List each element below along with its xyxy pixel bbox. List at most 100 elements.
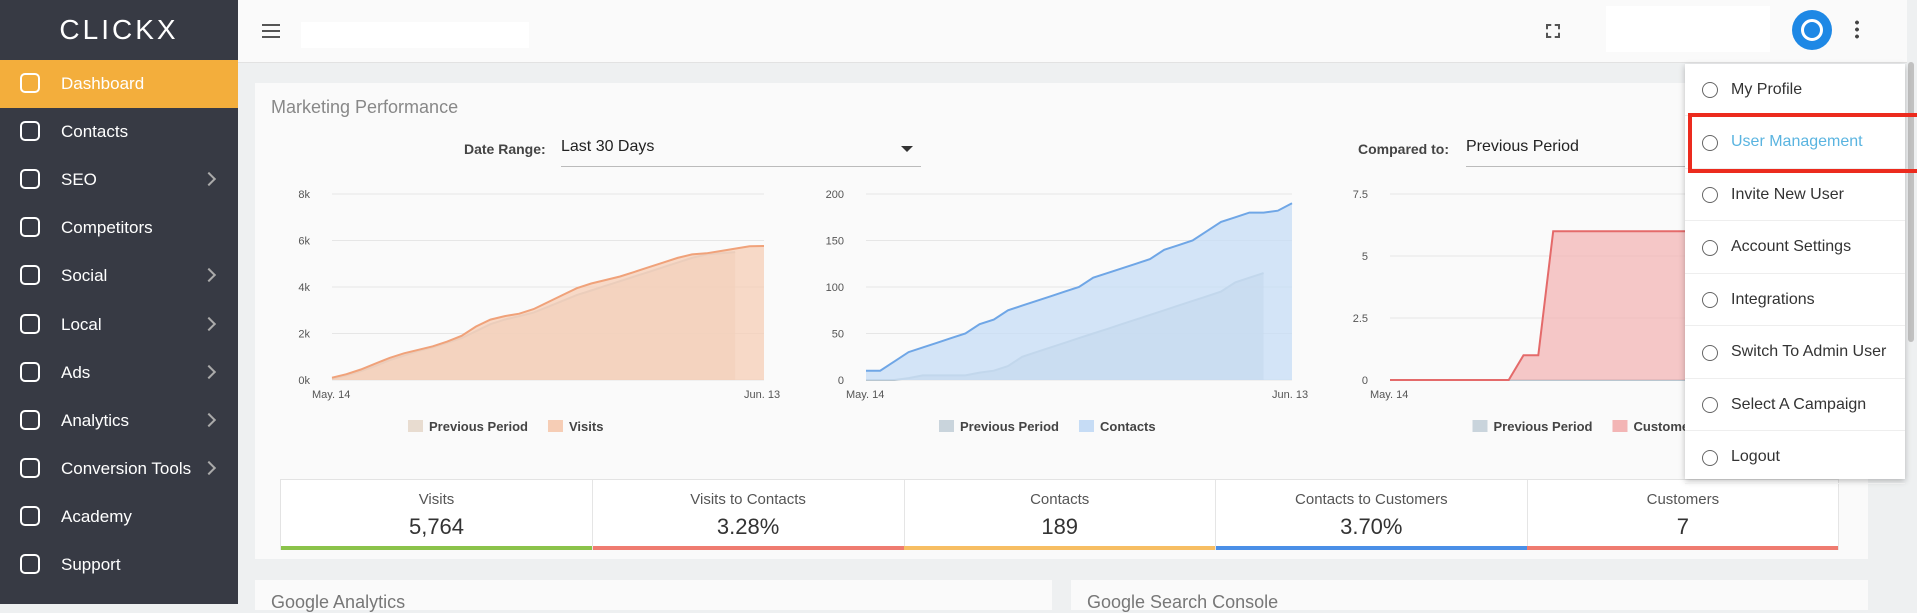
menu-item[interactable]: Logout (1685, 432, 1905, 484)
y-tick-label: 6k (298, 236, 310, 248)
legend-label: Previous Period (960, 419, 1059, 434)
nav-icon (20, 505, 40, 526)
nav-label: SEO (61, 170, 97, 190)
nav-item[interactable]: Dashboard (0, 60, 238, 108)
legend-label: Previous Period (1494, 419, 1593, 434)
nav-icon (20, 121, 40, 142)
sidebar: CLICKX Dashboard Contacts SEO Competitors So… (0, 0, 238, 604)
nav-label: Contacts (61, 122, 129, 142)
nav-label: Academy (61, 506, 132, 526)
legend-label: Customers (1633, 419, 1701, 434)
menu-item[interactable]: Integrations (1685, 274, 1905, 326)
user-dropdown: My Profile User Management Invite New User… (1685, 64, 1905, 484)
nav-item[interactable]: Academy (0, 493, 238, 541)
menu-label: Select A Campaign (1731, 395, 1867, 413)
stat-label: Customers (1646, 491, 1720, 508)
nav-item[interactable]: Social (0, 252, 238, 300)
power-avatar[interactable] (1792, 10, 1832, 50)
logo: CLICKX (59, 14, 179, 45)
stat-bar (281, 546, 592, 550)
compared-value: Previous Period (1466, 138, 1579, 155)
menu-icon (1702, 82, 1718, 98)
stat-label: Visits to Contacts (690, 491, 806, 508)
date-range-value: Last 30 Days (561, 138, 655, 155)
x-tick-label: Jun. 13 (744, 389, 780, 401)
nav-label: Competitors (61, 218, 153, 238)
y-tick-label: 100 (826, 282, 844, 294)
nav-icon (20, 409, 40, 430)
stat-bar (592, 546, 904, 550)
nav-label: Local (61, 314, 102, 334)
x-tick-label: May. 14 (1370, 389, 1408, 401)
area-line (331, 245, 765, 379)
date-range-select[interactable]: Last 30 Days (561, 138, 921, 167)
y-tick-label: 150 (826, 236, 844, 248)
nav-item[interactable]: SEO (0, 156, 238, 204)
y-tick-label: 2k (298, 329, 310, 341)
kebab-icon[interactable] (1855, 19, 1859, 39)
menu-icon (1702, 344, 1718, 361)
y-tick-label: 50 (832, 329, 844, 341)
fullscreen-icon[interactable] (1546, 24, 1560, 38)
nav-item[interactable]: Contacts (0, 108, 238, 156)
x-tick-label: Jun. 13 (1272, 389, 1308, 401)
area-fill (866, 203, 1292, 380)
area-fill (332, 246, 764, 380)
nav-item[interactable]: Competitors (0, 204, 238, 252)
legend-label: Previous Period (429, 419, 528, 434)
stat-value: 3.28% (716, 514, 780, 539)
legend-swatch (1612, 420, 1628, 432)
legend-swatch (1078, 420, 1094, 432)
stat-label: Contacts (1030, 491, 1090, 508)
nav-label: Conversion Tools (61, 458, 192, 478)
menu-label: Integrations (1731, 290, 1815, 308)
menu-icon (1702, 239, 1718, 256)
menu-item[interactable]: My Profile (1685, 64, 1905, 116)
menu-item[interactable]: Switch To Admin User (1685, 327, 1905, 379)
nav-item[interactable]: Support (0, 541, 238, 589)
y-tick-label: 5 (1362, 251, 1368, 263)
stat: Visits 5,764 (281, 480, 593, 550)
menu-item[interactable]: Invite New User (1685, 169, 1905, 221)
menu-label: User Management (1731, 133, 1863, 150)
menu-icon (1702, 397, 1718, 413)
y-tick-label: 4k (298, 282, 310, 294)
menu-item[interactable]: Select A Campaign (1685, 379, 1905, 431)
menu-icon (1702, 134, 1718, 151)
menu-icon (1702, 292, 1718, 308)
nav-item[interactable]: Analytics (0, 397, 238, 445)
stat-bar (1215, 546, 1527, 550)
stat: Contacts to Customers 3.70% (1215, 480, 1528, 550)
nav-icon (20, 169, 40, 190)
menu-item[interactable]: User Management (1685, 117, 1905, 169)
nav-item[interactable]: Local (0, 301, 238, 349)
stat-label: Visits (418, 491, 455, 508)
x-tick-label: May. 14 (846, 389, 884, 401)
user-box[interactable] (1606, 6, 1770, 52)
menu-icon (1702, 449, 1718, 466)
nav-item[interactable]: Conversion Tools (0, 445, 238, 493)
date-range-label: Date Range: (464, 141, 546, 157)
legend-swatch (547, 420, 563, 432)
nav-label: Analytics (61, 410, 130, 430)
legend-label: Contacts (1100, 419, 1156, 434)
nav-icon (20, 457, 40, 478)
stats-row: Visits 5,764 Visits to Contacts 3.28% Contac… (280, 479, 1840, 550)
menu-toggle[interactable] (262, 24, 280, 38)
y-tick-label: 8k (298, 189, 310, 201)
compared-select[interactable]: Previous Period (1466, 138, 1726, 167)
legend-swatch (939, 420, 954, 432)
stat: Contacts 189 (904, 480, 1217, 550)
search-box[interactable] (301, 22, 529, 48)
nav-icon (20, 73, 40, 93)
menu-item[interactable]: Account Settings (1685, 222, 1905, 274)
scrollbar (1908, 62, 1914, 342)
stat-bar (1527, 546, 1839, 550)
stat-value: 189 (1041, 514, 1079, 539)
legend-swatch (408, 420, 423, 432)
nav-label: Ads (61, 362, 91, 382)
menu-label: Switch To Admin User (1731, 343, 1887, 360)
nav-item[interactable]: Ads (0, 349, 238, 397)
area-line (866, 202, 1293, 372)
